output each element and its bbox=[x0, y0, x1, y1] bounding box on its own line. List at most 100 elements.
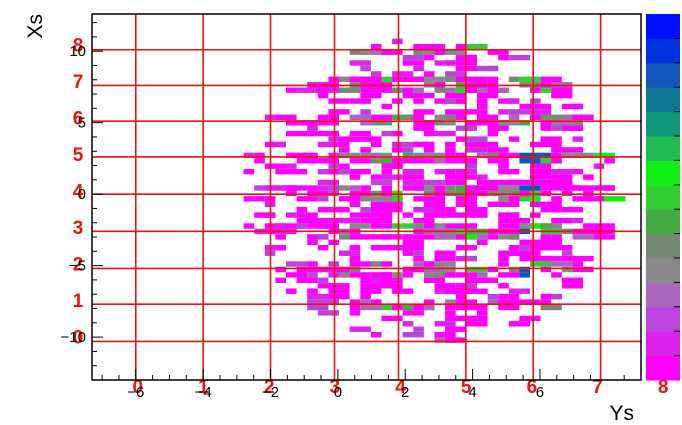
heatmap-bin bbox=[350, 261, 371, 266]
heatmap-bin bbox=[360, 136, 381, 141]
x-axis-label: Ys bbox=[609, 402, 634, 425]
heatmap-bin bbox=[286, 169, 307, 174]
heatmap-bin bbox=[371, 332, 382, 337]
heatmap-bin bbox=[573, 256, 594, 261]
heatmap-bin bbox=[477, 240, 488, 245]
palette-swatch bbox=[646, 209, 680, 234]
heatmap-bin bbox=[519, 245, 530, 250]
heatmap-bin bbox=[445, 261, 456, 266]
palette-swatch bbox=[646, 112, 680, 137]
heatmap-bin bbox=[424, 223, 435, 228]
heatmap-bin bbox=[477, 142, 488, 147]
heatmap-bin bbox=[530, 142, 541, 147]
heatmap-bin bbox=[307, 131, 318, 136]
heatmap-bin bbox=[435, 261, 446, 266]
heatmap-bin bbox=[477, 174, 488, 179]
heatmap-bin bbox=[488, 267, 499, 272]
heatmap-bin bbox=[488, 202, 499, 207]
heatmap-bin bbox=[244, 169, 255, 174]
heatmap-bin bbox=[360, 207, 371, 212]
heatmap-bin bbox=[456, 169, 467, 174]
heatmap-bin bbox=[350, 60, 371, 65]
heatmap-bin bbox=[594, 164, 605, 169]
heatmap-bin bbox=[360, 93, 381, 98]
heatmap-bin bbox=[403, 88, 414, 93]
heatmap-bin bbox=[435, 169, 446, 174]
heatmap-bin bbox=[498, 283, 509, 288]
heatmap-bin bbox=[541, 234, 552, 239]
heatmap-bin bbox=[498, 256, 509, 261]
heatmap-bin bbox=[360, 66, 371, 71]
heatmap-bin bbox=[424, 278, 445, 283]
palette-swatch bbox=[646, 185, 680, 210]
palette-swatch bbox=[646, 160, 680, 185]
heatmap-bin bbox=[466, 196, 477, 201]
heatmap-bin bbox=[382, 272, 393, 277]
heatmap-bin bbox=[360, 289, 381, 294]
heatmap-bin bbox=[445, 310, 456, 315]
heatmap-bin bbox=[573, 234, 594, 239]
heatmap-bin bbox=[371, 223, 392, 228]
heatmap-bin bbox=[382, 278, 393, 283]
heatmap-bin bbox=[594, 234, 615, 239]
heatmap-bin bbox=[551, 218, 572, 223]
heatmap-bin bbox=[498, 305, 519, 310]
heatmap-bin bbox=[562, 207, 583, 212]
heatmap-bin bbox=[530, 212, 541, 217]
heatmap-bin bbox=[350, 136, 361, 141]
heatmap-bin bbox=[530, 164, 541, 169]
x-tick-label: −2 bbox=[262, 384, 279, 401]
heatmap-bin bbox=[403, 147, 414, 152]
palette-swatch bbox=[646, 234, 680, 259]
heatmap-bin bbox=[244, 196, 255, 201]
heatmap-bin bbox=[392, 131, 403, 136]
heatmap-bin bbox=[456, 44, 467, 49]
heatmap-bin bbox=[456, 294, 467, 299]
overlay-row-label: 5 bbox=[73, 145, 84, 166]
heatmap-bin bbox=[551, 147, 562, 152]
heatmap-bin bbox=[413, 256, 424, 261]
heatmap-bin bbox=[318, 207, 329, 212]
heatmap-bin bbox=[541, 104, 552, 109]
heatmap-bin bbox=[392, 164, 403, 169]
heatmap-bin bbox=[413, 44, 424, 49]
heatmap-bin bbox=[392, 142, 403, 147]
palette-swatch bbox=[646, 136, 680, 161]
heatmap-bin bbox=[445, 305, 456, 310]
heatmap-bin bbox=[498, 218, 509, 223]
heatmap-bin bbox=[551, 207, 562, 212]
heatmap-bin bbox=[286, 164, 297, 169]
heatmap-bin bbox=[360, 185, 371, 190]
heatmap-bin bbox=[403, 310, 424, 315]
heatmap-bin bbox=[339, 142, 350, 147]
overlay-row-label: 1 bbox=[73, 291, 84, 312]
heatmap-bin bbox=[318, 88, 329, 93]
heatmap-bin bbox=[360, 147, 371, 152]
heatmap-bin bbox=[328, 158, 339, 163]
heatmap-bin bbox=[445, 71, 466, 76]
heatmap-bin bbox=[413, 327, 424, 332]
heatmap-bin bbox=[477, 98, 488, 103]
heatmap-bin bbox=[371, 202, 382, 207]
heatmap-bin bbox=[445, 316, 466, 321]
heatmap-bin bbox=[350, 234, 371, 239]
heatmap-bin bbox=[392, 98, 403, 103]
heatmap-bin bbox=[360, 294, 371, 299]
heatmap-bin bbox=[371, 142, 382, 147]
heatmap-bin bbox=[435, 332, 456, 337]
heatmap-bin bbox=[297, 196, 318, 201]
heatmap-bin bbox=[413, 88, 424, 93]
heatmap-bin bbox=[488, 77, 499, 82]
heatmap-bin bbox=[488, 158, 499, 163]
y-tick-label: −10 bbox=[61, 329, 86, 346]
heatmap-bin bbox=[541, 256, 562, 261]
heatmap-bin bbox=[530, 196, 541, 201]
heatmap-bin bbox=[498, 55, 509, 60]
heatmap-bin bbox=[392, 77, 403, 82]
palette-swatch bbox=[646, 282, 680, 307]
heatmap-bin bbox=[339, 251, 360, 256]
heatmap-bin bbox=[286, 185, 307, 190]
heatmap-bin bbox=[477, 180, 498, 185]
heatmap-bin bbox=[562, 180, 573, 185]
